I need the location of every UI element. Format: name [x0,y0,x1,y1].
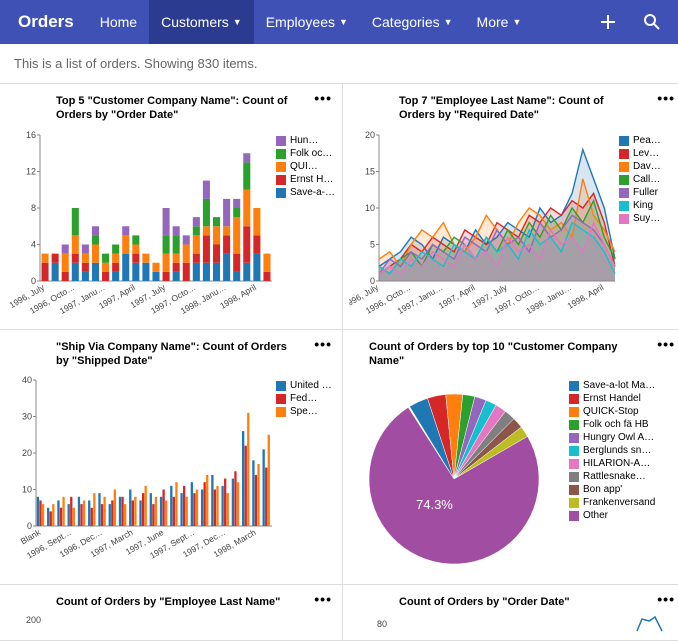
nav-item-more[interactable]: More▼ [465,0,534,44]
svg-text:16: 16 [26,130,36,140]
svg-text:40: 40 [22,375,32,385]
panel-title: Top 7 "Employee Last Name": Count of Ord… [349,90,678,129]
svg-text:15: 15 [365,166,375,176]
svg-text:8: 8 [31,203,36,213]
legend-item: HILARION-A… [569,458,678,469]
panel-title: Count of Orders by "Employee Last Name" [6,591,336,615]
svg-text:20: 20 [22,448,32,458]
panel-menu-icon[interactable]: ••• [314,90,332,106]
legend-item: Fuller [619,187,678,198]
panel-title: "Ship Via Company Name": Count of Orders… [6,336,336,375]
legend-item: Call… [619,174,678,185]
panel-orderdate-count: ••• Count of Orders by "Order Date" 80 [343,585,678,641]
add-icon[interactable] [586,0,630,44]
nav-item-customers[interactable]: Customers▼ [149,0,254,44]
chart-legend: United Pac… Fed… Spe… [276,374,336,564]
svg-text:74.3%: 74.3% [416,497,453,512]
y-tick-label: 80 [349,619,387,629]
chart-legend: Hun… Folk och fä HB QUI… Ernst Han… Save-a-l… [276,129,336,319]
legend-item: Other [569,510,678,521]
panel-shipvia: ••• "Ship Via Company Name": Count of Or… [0,330,343,586]
panel-menu-icon[interactable]: ••• [657,336,675,352]
svg-text:1997, April: 1997, April [437,282,477,311]
list-subtitle: This is a list of orders. Showing 830 it… [0,44,678,84]
search-icon[interactable] [630,0,674,44]
panel-employee-count: ••• Count of Orders by "Employee Last Na… [0,585,343,641]
svg-text:5: 5 [370,239,375,249]
legend-item: Bon app' [569,484,678,495]
svg-text:30: 30 [22,412,32,422]
legend-item: QUI… [276,161,336,172]
dashboard-grid: ••• Top 5 "Customer Company Name": Count… [0,84,678,641]
legend-item: Ernst Han… [276,174,336,185]
panel-menu-icon[interactable]: ••• [314,591,332,607]
panel-title: Count of Orders by "Order Date" [349,591,678,615]
legend-item: Hungry Owl A… [569,432,678,443]
svg-text:12: 12 [26,166,36,176]
legend-item: Frankenversand [569,497,678,508]
panel-title: Top 5 "Customer Company Name": Count of … [6,90,336,129]
legend-item: Rattlesnake… [569,471,678,482]
svg-text:1998, April: 1998, April [565,282,605,311]
svg-text:10: 10 [22,485,32,495]
chart-legend: Save-a-lot Ma… Ernst Handel QUICK-Stop Folk… [569,374,678,574]
panel-menu-icon[interactable]: ••• [314,336,332,352]
legend-item: Spe… [276,406,336,417]
nav-item-employees[interactable]: Employees▼ [254,0,360,44]
brand-title: Orders [4,12,88,32]
svg-text:4: 4 [31,239,36,249]
legend-item: Lev… [619,148,678,159]
y-tick-label: 200 [6,615,336,625]
legend-item: Ernst Handel [569,393,678,404]
chart-legend: Pea… Lev… Dav… Call… Fuller King Suy… [619,129,678,319]
svg-text:20: 20 [365,130,375,140]
top-navbar: Orders HomeCustomers▼Employees▼Categorie… [0,0,678,44]
panel-menu-icon[interactable]: ••• [657,591,675,607]
legend-item: United Pac… [276,380,336,391]
panel-pie-customers: ••• Count of Orders by top 10 "Customer … [343,330,678,586]
panel-top5-customers: ••• Top 5 "Customer Company Name": Count… [0,84,343,330]
legend-item: Dav… [619,161,678,172]
legend-item: Suy… [619,213,678,224]
legend-item: QUICK-Stop [569,406,678,417]
nav-item-home[interactable]: Home [88,0,149,44]
panel-title: Count of Orders by top 10 "Customer Comp… [349,336,678,375]
legend-item: King [619,200,678,211]
legend-item: Folk och fä HB [276,148,336,159]
panel-top7-employees: ••• Top 7 "Employee Last Name": Count of… [343,84,678,330]
legend-item: Berglunds sn… [569,445,678,456]
svg-text:10: 10 [365,203,375,213]
nav-item-categories[interactable]: Categories▼ [360,0,465,44]
legend-item: Save-a-lot Mar… [276,187,336,198]
legend-item: Save-a-lot Ma… [569,380,678,391]
panel-menu-icon[interactable]: ••• [657,90,675,106]
legend-item: Hun… [276,135,336,146]
legend-item: Folk och fä HB [569,419,678,430]
legend-item: Pea… [619,135,678,146]
legend-item: Fed… [276,393,336,404]
